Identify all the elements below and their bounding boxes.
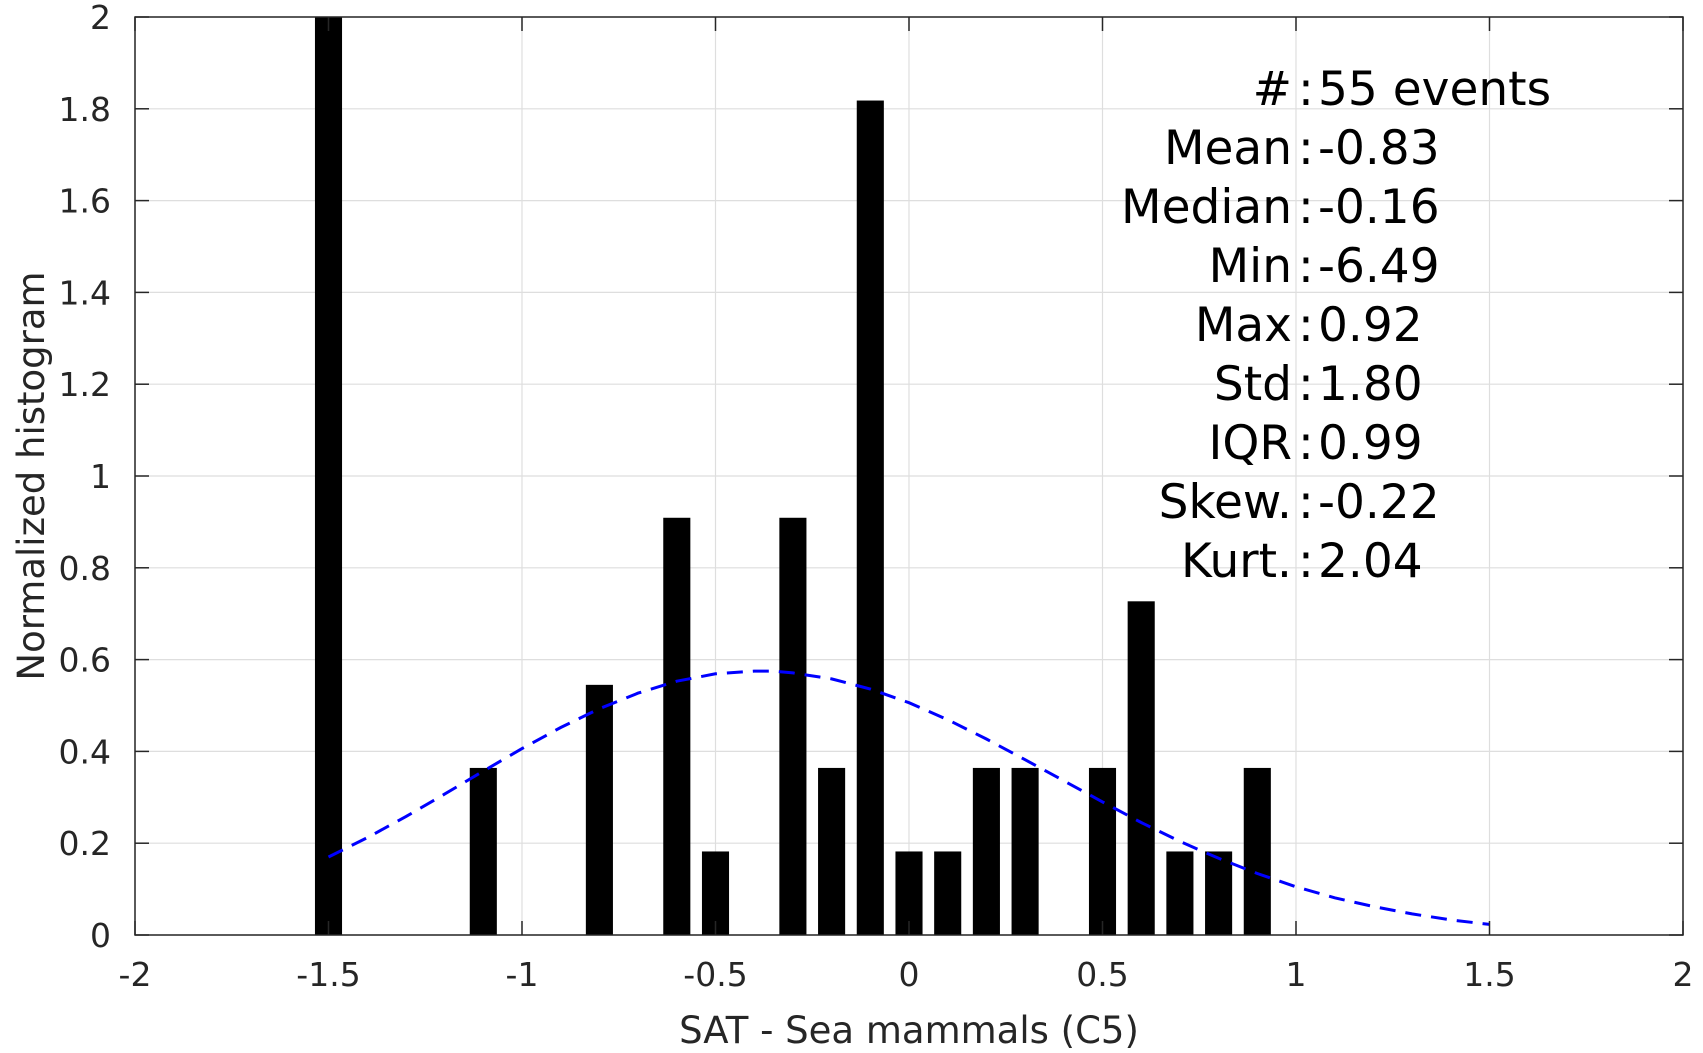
histogram-bar xyxy=(972,767,1000,935)
stat-label: Max xyxy=(1195,298,1292,353)
stat-separator: : xyxy=(1298,239,1314,294)
stat-value: 0.99 xyxy=(1318,416,1423,471)
stat-label: Median xyxy=(1121,180,1292,235)
grid-lines xyxy=(134,16,1684,936)
stat-separator: : xyxy=(1298,121,1314,176)
histogram-bar xyxy=(818,767,846,935)
x-tick-label: -0.5 xyxy=(683,955,747,994)
stat-separator: : xyxy=(1298,475,1314,530)
histogram-bar xyxy=(1088,767,1117,935)
histogram-bar xyxy=(934,851,962,935)
histogram-bar xyxy=(663,517,691,935)
x-tick-label: -1 xyxy=(506,955,539,994)
histogram-bar xyxy=(856,100,884,935)
y-tick-label: 1.6 xyxy=(59,182,111,221)
stat-value: 0.92 xyxy=(1318,298,1423,353)
stat-value: -0.16 xyxy=(1318,180,1440,235)
stat-label: Std xyxy=(1214,357,1292,412)
x-tick-label: -2 xyxy=(119,955,152,994)
y-tick-label: 1 xyxy=(90,457,111,496)
y-tick-label: 1.2 xyxy=(59,365,111,404)
x-tick-label: 1.5 xyxy=(1463,955,1515,994)
x-tick-label: -1.5 xyxy=(296,955,360,994)
histogram-bar xyxy=(1166,851,1194,935)
y-tick-label: 0.4 xyxy=(59,732,111,771)
stat-label: Min xyxy=(1209,239,1292,294)
histogram-bar xyxy=(1205,851,1233,935)
histogram-bar xyxy=(1243,767,1271,935)
x-tick-label: 0.5 xyxy=(1076,955,1128,994)
x-tick-label: 0 xyxy=(899,955,920,994)
axis-ticks xyxy=(134,16,1684,936)
stat-separator: : xyxy=(1298,62,1314,117)
x-tick-labels: -2 -1.5 -1 -0.5 0 0.5 1 1.5 2 xyxy=(119,955,1694,994)
stat-value: -0.83 xyxy=(1318,121,1440,176)
histogram-bar xyxy=(314,17,343,935)
stat-label: Kurt. xyxy=(1181,534,1292,589)
x-tick-label: 2 xyxy=(1673,955,1694,994)
histogram-bar xyxy=(1011,767,1039,935)
y-tick-label: 1.8 xyxy=(59,90,111,129)
stat-value: 55 events xyxy=(1318,62,1551,117)
y-tick-label: 0 xyxy=(90,916,111,955)
y-axis-label: Normalized histogram xyxy=(10,271,53,680)
stat-separator: : xyxy=(1298,416,1314,471)
y-tick-label: 0.2 xyxy=(59,824,111,863)
stat-value: -6.49 xyxy=(1318,239,1440,294)
histogram-bar xyxy=(779,517,807,935)
y-tick-label: 0.8 xyxy=(59,549,111,588)
fit-curve xyxy=(327,669,1490,926)
stat-separator: : xyxy=(1298,357,1314,412)
y-tick-label: 1.4 xyxy=(59,273,111,312)
histogram-bar xyxy=(1127,601,1155,935)
stat-value: 1.80 xyxy=(1318,357,1423,412)
histogram-bars xyxy=(314,17,1271,935)
x-tick-label: 1 xyxy=(1286,955,1307,994)
stat-label: # xyxy=(1253,62,1292,117)
stat-label: IQR xyxy=(1208,416,1292,471)
stat-label: Mean xyxy=(1164,121,1292,176)
stat-value: -0.22 xyxy=(1318,475,1440,530)
stat-value: 2.04 xyxy=(1318,534,1423,589)
stat-separator: : xyxy=(1298,298,1314,353)
y-tick-labels: 0 0.2 0.4 0.6 0.8 1 1.2 1.4 1.6 1.8 2 xyxy=(59,0,111,955)
y-tick-label: 2 xyxy=(90,0,111,37)
histogram-bar xyxy=(585,684,613,935)
x-axis-label: SAT - Sea mammals (C5) xyxy=(679,1009,1139,1052)
stat-label: Skew. xyxy=(1159,475,1292,530)
stat-separator: : xyxy=(1298,534,1314,589)
stat-separator: : xyxy=(1298,180,1314,235)
histogram-bar xyxy=(469,767,497,935)
y-tick-label: 0.6 xyxy=(59,641,111,680)
